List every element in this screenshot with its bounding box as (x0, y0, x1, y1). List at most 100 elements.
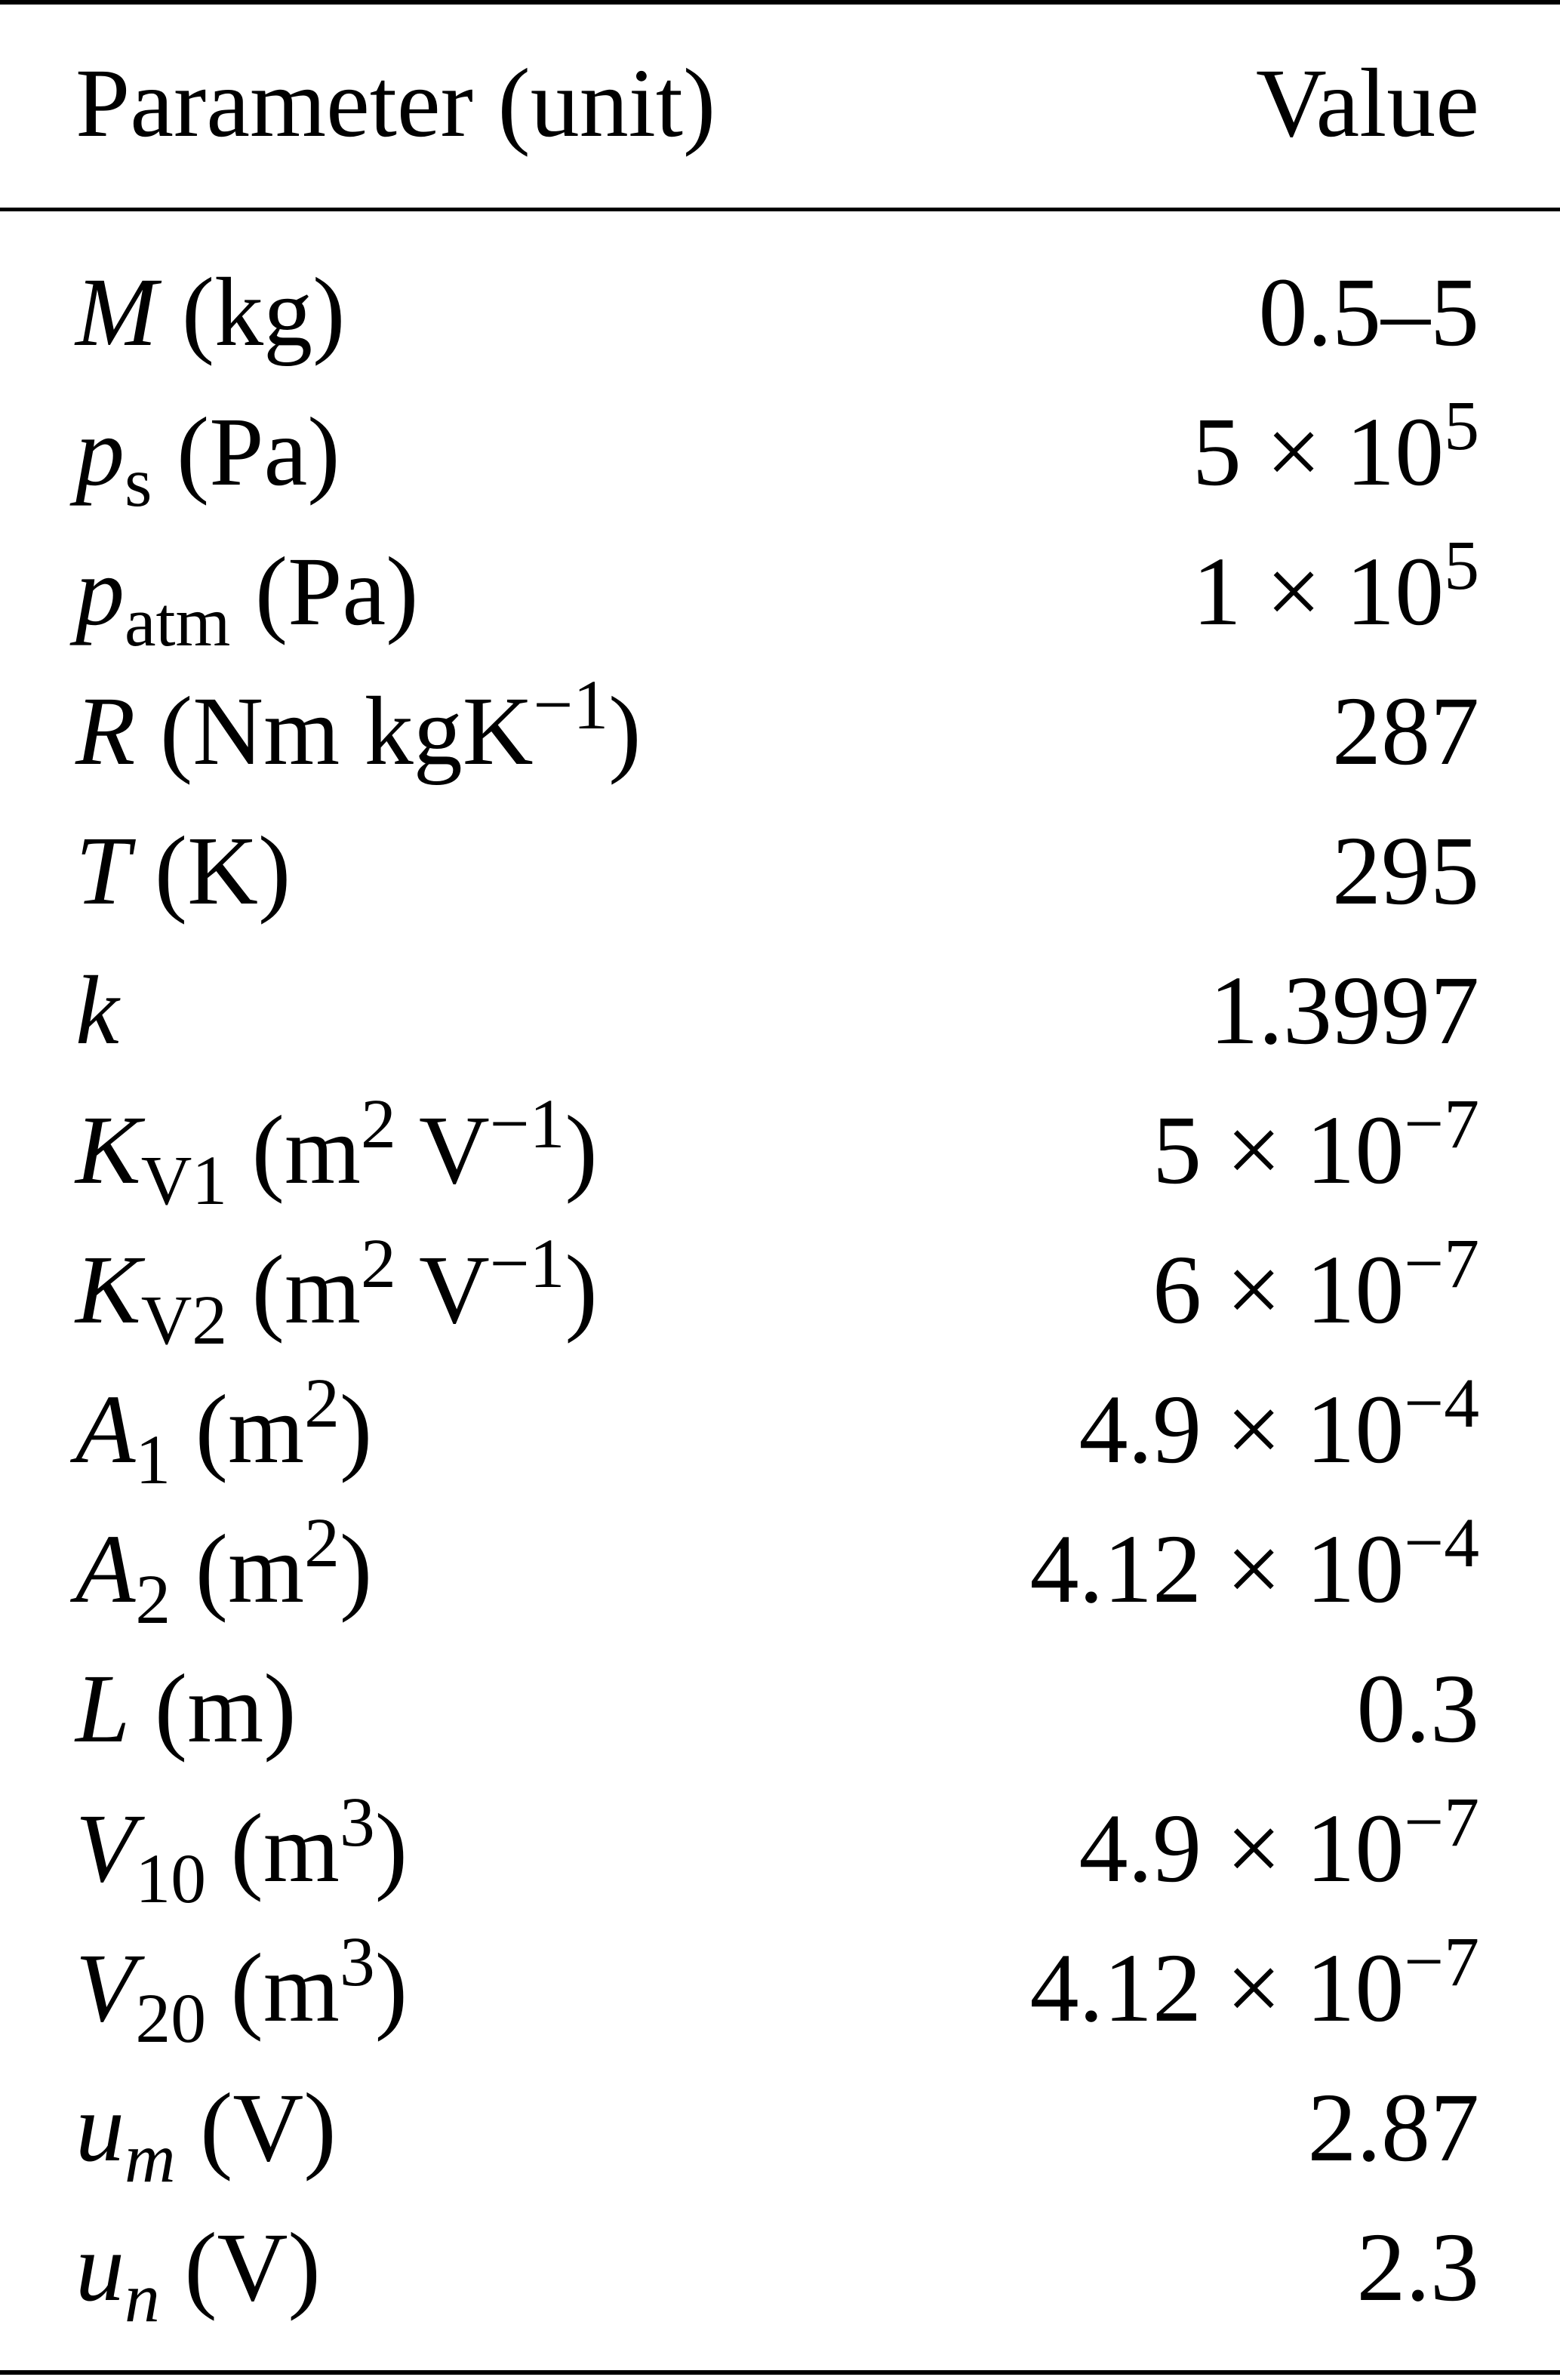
text: 4.12 × 10 (1029, 1934, 1405, 2043)
symbol: M (75, 258, 158, 367)
subscript: 10 (135, 1840, 207, 1919)
superscript: −4 (1404, 1504, 1479, 1583)
symbol: u (75, 2213, 125, 2322)
value-cell: 287 (1332, 662, 1479, 802)
value-cell: 4.12 × 10−7 (1030, 1919, 1479, 2058)
parameter-cell: un (V) (75, 2198, 321, 2338)
text: 6 × 10 (1152, 1236, 1405, 1344)
subscript: 1 (135, 1421, 171, 1500)
text: V (395, 1236, 490, 1344)
table-row: um (V) 2.87 (0, 2058, 1560, 2198)
superscript: −1 (489, 1225, 565, 1304)
value-cell: 4.9 × 10−4 (1079, 1360, 1479, 1500)
symbol: p (75, 537, 125, 646)
text: (m (171, 1375, 305, 1484)
parameter-cell: V10 (m3) (75, 1779, 408, 1919)
subscript: 20 (135, 1980, 207, 2058)
table-header-rule (0, 208, 1560, 211)
superscript: 2 (361, 1085, 396, 1164)
value-cell: 295 (1332, 802, 1479, 941)
text: 4.9 × 10 (1078, 1794, 1405, 1903)
text: (m (227, 1096, 362, 1205)
header-value: Value (1256, 49, 1479, 158)
text: ) (565, 1236, 598, 1344)
text: 4.12 × 10 (1029, 1515, 1405, 1624)
table-bottom-rule (0, 2370, 1560, 2375)
text: ) (374, 1934, 408, 2043)
text: 2.87 (1307, 2074, 1480, 2182)
symbol: A (75, 1515, 136, 1624)
table-row: KV1 (m2 V−1) 5 × 10−7 (0, 1081, 1560, 1221)
value-cell: 2.87 (1308, 2058, 1480, 2198)
value-cell: 2.3 (1357, 2198, 1480, 2338)
text: 287 (1332, 677, 1479, 786)
subscript: s (125, 444, 152, 522)
text: (m) (130, 1655, 297, 1763)
text: (m (206, 1934, 340, 2043)
superscript: −7 (1404, 1923, 1479, 2002)
parameter-cell: V20 (m3) (75, 1919, 408, 2058)
value-cell: 0.3 (1357, 1640, 1480, 1779)
subscript: 2 (135, 1561, 171, 1640)
text: 5 × 10 (1192, 398, 1445, 506)
text: (kg) (157, 258, 346, 367)
superscript: −1 (533, 667, 609, 745)
subscript: V2 (140, 1282, 228, 1360)
text: 1 × 10 (1192, 537, 1445, 646)
table-row: V20 (m3) 4.12 × 10−7 (0, 1919, 1560, 2058)
table-row: ps (Pa) 5 × 105 (0, 383, 1560, 522)
symbol: p (75, 398, 125, 506)
parameter-cell: L (m) (75, 1640, 297, 1779)
text: ) (565, 1096, 598, 1205)
parameter-cell: T (K) (75, 802, 291, 941)
text: 5 × 10 (1152, 1096, 1405, 1205)
text: ) (374, 1794, 408, 1903)
superscript: −1 (489, 1085, 565, 1164)
symbol: A (75, 1375, 136, 1484)
text: ) (339, 1515, 373, 1624)
symbol: u (75, 2074, 125, 2182)
table-row: L (m) 0.3 (0, 1640, 1560, 1779)
parameter-cell: ps (Pa) (75, 383, 340, 522)
superscript: 2 (304, 1504, 340, 1583)
symbol: V (75, 1794, 136, 1903)
table-row: T (K) 295 (0, 802, 1560, 941)
text: (Pa) (230, 537, 419, 646)
symbol: V (75, 1934, 136, 2043)
parameter-cell: patm (Pa) (75, 522, 418, 662)
parameter-cell: A2 (m2) (75, 1500, 372, 1640)
text: (m (227, 1236, 362, 1344)
table-row: KV2 (m2 V−1) 6 × 10−7 (0, 1221, 1560, 1360)
value-cell: 1.3997 (1210, 941, 1480, 1081)
text: 0.3 (1356, 1655, 1480, 1763)
table-row: V10 (m3) 4.9 × 10−7 (0, 1779, 1560, 1919)
symbol: k (75, 956, 119, 1065)
symbol: L (75, 1655, 131, 1763)
symbol: K (75, 1236, 141, 1344)
text: 2.3 (1356, 2213, 1480, 2322)
superscript: −7 (1404, 1085, 1479, 1164)
symbol: T (75, 817, 131, 925)
text: 0.5–5 (1258, 258, 1480, 367)
superscript: 5 (1444, 527, 1479, 605)
text: V (395, 1096, 490, 1205)
text: (m (206, 1794, 340, 1903)
parameter-cell: M (kg) (75, 243, 345, 383)
value-cell: 1 × 105 (1192, 522, 1479, 662)
table-row: k 1.3997 (0, 941, 1560, 1081)
superscript: 5 (1444, 387, 1479, 466)
subscript: atm (125, 583, 231, 662)
table-row: R (Nm kgK−1) 287 (0, 662, 1560, 802)
parameter-cell: KV1 (m2 V−1) (75, 1081, 598, 1221)
value-cell: 4.9 × 10−7 (1079, 1779, 1479, 1919)
symbol: R (75, 677, 136, 786)
text: 295 (1332, 817, 1479, 925)
text: (V) (175, 2074, 337, 2182)
superscript: 3 (339, 1923, 375, 2002)
value-cell: 6 × 10−7 (1152, 1221, 1479, 1360)
table-row: A2 (m2) 4.12 × 10−4 (0, 1500, 1560, 1640)
superscript: −7 (1404, 1784, 1479, 1862)
text: (K) (130, 817, 291, 925)
superscript: 3 (339, 1784, 375, 1862)
table-row: A1 (m2) 4.9 × 10−4 (0, 1360, 1560, 1500)
